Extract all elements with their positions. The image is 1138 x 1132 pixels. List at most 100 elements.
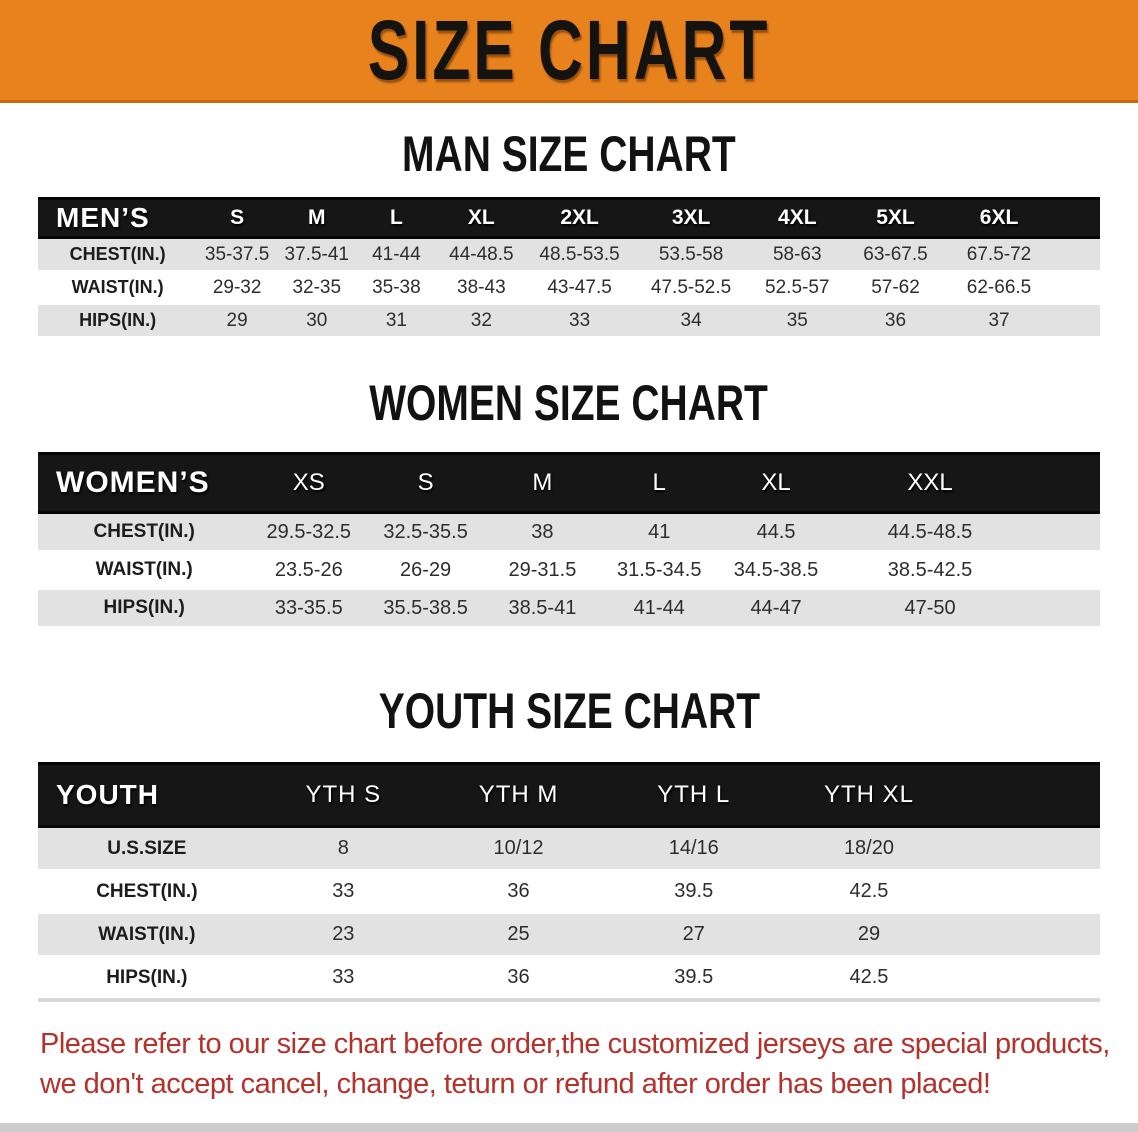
size-value: 35-37.5 <box>197 236 277 272</box>
table-row: U.S.SIZE 8 10/12 14/16 18/20 <box>38 825 1100 871</box>
women-section-heading: WOMEN SIZE CHART <box>0 378 1138 428</box>
size-value: 35 <box>749 303 846 338</box>
size-value: 38 <box>484 511 601 552</box>
size-column-header: 4XL <box>749 197 846 239</box>
row-label: WAIST(IN.) <box>38 550 251 590</box>
size-value: 8 <box>255 825 431 871</box>
spacer-cell <box>1025 588 1100 628</box>
spacer-cell <box>956 912 1100 957</box>
size-value: 36 <box>430 869 607 914</box>
size-value: 26-29 <box>367 550 485 590</box>
size-value: 38.5-41 <box>484 588 601 628</box>
size-value: 23 <box>255 912 431 957</box>
size-column-header: 2XL <box>526 197 633 239</box>
table-row: CHEST(IN.) 33 36 39.5 42.5 <box>38 869 1100 914</box>
size-value: 67.5-72 <box>945 236 1053 272</box>
size-column-header: S <box>367 452 485 514</box>
size-value: 44.5-48.5 <box>834 511 1026 552</box>
size-value: 58-63 <box>749 236 846 272</box>
size-column-header: L <box>600 452 718 514</box>
row-label: HIPS(IN.) <box>38 955 256 1001</box>
row-label: WAIST(IN.) <box>38 270 198 305</box>
spacer-cell <box>1025 452 1100 514</box>
size-value: 42.5 <box>781 869 957 914</box>
youth-size-table: YOUTH YTH S YTH M YTH L YTH XL U.S.SIZE 8 10/12… <box>38 762 1100 1002</box>
size-value: 29-32 <box>197 270 277 305</box>
size-value: 43-47.5 <box>526 270 633 305</box>
youth-section-heading-text: YOUTH SIZE CHART <box>378 683 760 739</box>
size-value: 34.5-38.5 <box>717 550 835 590</box>
spacer-cell <box>1052 197 1100 239</box>
table-row: WAIST(IN.) 23.5-26 26-29 29-31.5 31.5-34.5 34… <box>38 550 1100 590</box>
size-value: 52.5-57 <box>749 270 846 305</box>
table-header-row: YOUTH YTH S YTH M YTH L YTH XL <box>38 762 1100 828</box>
size-value: 32.5-35.5 <box>367 511 485 552</box>
size-value: 14/16 <box>606 825 782 871</box>
size-value: 23.5-26 <box>250 550 368 590</box>
table-header-label: MEN’S <box>38 197 198 239</box>
size-column-header: YTH S <box>255 762 431 828</box>
size-value: 32 <box>436 303 527 338</box>
row-label: HIPS(IN.) <box>38 303 198 338</box>
size-value: 29.5-32.5 <box>250 511 368 552</box>
banner-title: SIZE CHART <box>367 3 771 97</box>
women-section-heading-text: WOMEN SIZE CHART <box>369 375 769 431</box>
size-value: 35.5-38.5 <box>367 588 485 628</box>
size-value: 42.5 <box>781 955 957 1001</box>
size-value: 33 <box>255 955 431 1001</box>
size-value: 38-43 <box>436 270 527 305</box>
bottom-edge-strip <box>0 1123 1138 1132</box>
disclaimer-text: Please refer to our size chart before or… <box>40 1024 1138 1104</box>
row-label: WAIST(IN.) <box>38 912 256 957</box>
spacer-cell <box>1052 236 1100 272</box>
table-row: CHEST(IN.) 35-37.5 37.5-41 41-44 44-48.5 48.5… <box>38 236 1100 272</box>
size-value: 63-67.5 <box>845 236 946 272</box>
size-value: 32-35 <box>276 270 357 305</box>
disclaimer-line-2: we don't accept cancel, change, teturn o… <box>40 1068 991 1100</box>
men-section-heading-text: MAN SIZE CHART <box>402 126 736 182</box>
youth-section-heading: YOUTH SIZE CHART <box>0 686 1138 736</box>
size-value: 37 <box>945 303 1053 338</box>
size-value: 44.5 <box>717 511 835 552</box>
size-value: 62-66.5 <box>945 270 1053 305</box>
size-value: 25 <box>430 912 607 957</box>
row-label: CHEST(IN.) <box>38 511 251 552</box>
table-row: HIPS(IN.) 29 30 31 32 33 34 35 36 37 <box>38 303 1100 338</box>
size-value: 33 <box>526 303 633 338</box>
size-value: 31 <box>356 303 437 338</box>
size-value: 44-48.5 <box>436 236 527 272</box>
spacer-cell <box>956 869 1100 914</box>
spacer-cell <box>1052 270 1100 305</box>
size-value: 44-47 <box>717 588 835 628</box>
spacer-cell <box>956 825 1100 871</box>
size-column-header: S <box>197 197 277 239</box>
size-column-header: M <box>276 197 357 239</box>
size-value: 34 <box>632 303 750 338</box>
size-value: 37.5-41 <box>276 236 357 272</box>
spacer-cell <box>1025 511 1100 552</box>
row-label: HIPS(IN.) <box>38 588 251 628</box>
size-column-header: 3XL <box>632 197 750 239</box>
youth-section: YOUTH SIZE CHART YOUTH YTH S YTH M YTH L YTH… <box>0 686 1138 1002</box>
spacer-cell <box>956 955 1100 1001</box>
table-row: CHEST(IN.) 29.5-32.5 32.5-35.5 38 41 44.5 44.5… <box>38 511 1100 552</box>
size-value: 29 <box>781 912 957 957</box>
table-row: HIPS(IN.) 33-35.5 35.5-38.5 38.5-41 41-44 44-… <box>38 588 1100 628</box>
size-column-header: XXL <box>834 452 1026 514</box>
size-value: 33 <box>255 869 431 914</box>
spacer-cell <box>1025 550 1100 590</box>
table-header-row: WOMEN’S XS S M L XL XXL <box>38 452 1100 514</box>
women-size-table: WOMEN’S XS S M L XL XXL CHEST(IN.) 29.5-32.5 32.5… <box>38 452 1100 628</box>
table-row: HIPS(IN.) 33 36 39.5 42.5 <box>38 955 1100 1001</box>
size-column-header: YTH XL <box>781 762 957 828</box>
size-value: 47-50 <box>834 588 1026 628</box>
size-value: 41 <box>600 511 718 552</box>
size-column-header: XL <box>436 197 527 239</box>
row-label: CHEST(IN.) <box>38 869 256 914</box>
size-column-header: L <box>356 197 437 239</box>
size-column-header: XL <box>717 452 835 514</box>
size-column-header: XS <box>250 452 368 514</box>
disclaimer-line-1: Please refer to our size chart before or… <box>40 1028 1110 1060</box>
size-value: 18/20 <box>781 825 957 871</box>
size-value: 53.5-58 <box>632 236 750 272</box>
